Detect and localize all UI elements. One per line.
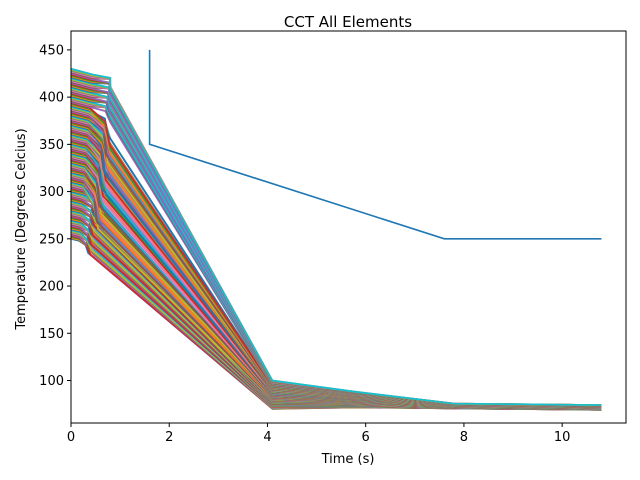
plot-frame xyxy=(70,30,627,424)
element-curve xyxy=(71,229,602,411)
y-tick-label: 300 xyxy=(39,185,64,200)
y-tick-label: 150 xyxy=(39,327,64,342)
x-tick-label: 10 xyxy=(554,430,571,445)
element-curve xyxy=(71,67,602,406)
element-curve xyxy=(71,99,602,407)
x-tick-label: 0 xyxy=(67,430,75,445)
y-tick-label: 450 xyxy=(39,43,64,58)
x-tick-label: 2 xyxy=(165,430,173,445)
reference-line xyxy=(148,49,602,240)
x-tick-label: 6 xyxy=(362,430,370,445)
reference-series-line xyxy=(148,49,602,240)
x-axis: 0 2 4 6 8 10 xyxy=(67,423,571,445)
y-axis: 100 150 200 250 300 350 400 450 xyxy=(39,30,627,424)
x-tick-label: 8 xyxy=(460,430,468,445)
y-tick-label: 350 xyxy=(39,138,64,153)
y-tick-label: 250 xyxy=(39,232,64,247)
x-axis-label: Time (s) xyxy=(321,452,375,467)
y-tick-label: 200 xyxy=(39,280,64,295)
element-curves xyxy=(71,67,602,411)
y-tick-label: 400 xyxy=(39,91,64,106)
y-axis-label: Temperature (Degrees Celcius) xyxy=(14,128,29,330)
chart-title: CCT All Elements xyxy=(284,13,412,31)
x-tick-label: 4 xyxy=(263,430,271,445)
y-tick-label: 100 xyxy=(39,374,64,389)
